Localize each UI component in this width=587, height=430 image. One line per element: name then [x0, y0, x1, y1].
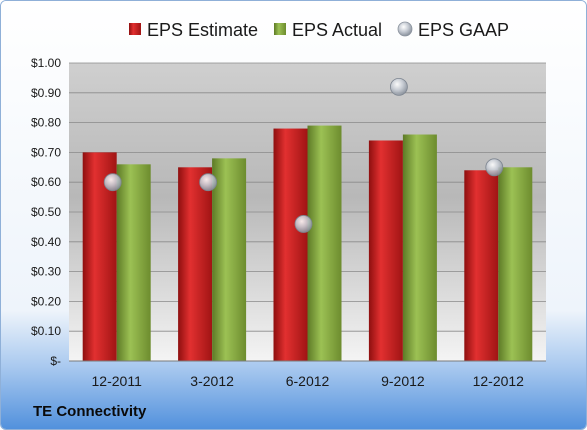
legend-estimate-swatch [129, 23, 141, 35]
x-category-label: 12-2012 [473, 373, 525, 389]
x-category-label: 3-2012 [190, 373, 234, 389]
legend-actual-swatch [274, 23, 286, 35]
y-tick-label: $0.40 [31, 235, 61, 249]
x-category-label: 6-2012 [286, 373, 330, 389]
x-category-label: 9-2012 [381, 373, 425, 389]
y-tick-label: $0.60 [31, 175, 61, 189]
bars [82, 125, 533, 361]
point-eps-gaap [199, 173, 218, 192]
y-tick-label: $1.00 [31, 56, 61, 70]
gaap-points [103, 77, 504, 233]
legend-estimate-label: EPS Estimate [147, 20, 258, 40]
legend: EPS Estimate EPS Actual EPS GAAP [129, 20, 509, 40]
y-tick-label: $0.20 [31, 294, 61, 308]
y-tick-label: $0.80 [31, 116, 61, 130]
y-tick-label: $0.90 [31, 86, 61, 100]
bar-eps-actual [307, 125, 342, 361]
x-category-label: 12-2011 [92, 373, 143, 389]
y-tick-label: $0.30 [31, 265, 61, 279]
point-eps-gaap [103, 173, 122, 192]
company-label: TE Connectivity [33, 403, 147, 420]
bar-eps-estimate [273, 128, 308, 361]
y-tick-label: $0.50 [31, 205, 61, 219]
bar-eps-actual [498, 167, 533, 361]
y-tick-label: $0.10 [31, 324, 61, 338]
x-axis-categories: 12-2011 3-2012 6-2012 9-2012 12-2012 [92, 373, 525, 389]
bar-eps-actual [402, 134, 437, 361]
y-tick-label: $0.70 [31, 145, 61, 159]
point-eps-gaap [485, 158, 504, 177]
bar-eps-estimate [368, 140, 403, 361]
y-axis-ticks: $- $0.10 $0.20 $0.30 $0.40 $0.50 $0.60 $0.70 $0.… [31, 56, 61, 368]
legend-actual-label: EPS Actual [292, 20, 382, 40]
bar-eps-estimate [464, 170, 499, 361]
bar-eps-estimate [178, 167, 213, 361]
legend-gaap-label: EPS GAAP [418, 20, 509, 40]
point-eps-gaap [389, 77, 408, 96]
y-tick-label: $- [50, 354, 61, 368]
bar-eps-actual [116, 164, 151, 361]
point-eps-gaap [294, 215, 313, 233]
bar-eps-actual [212, 158, 247, 361]
legend-gaap-marker [397, 21, 413, 37]
